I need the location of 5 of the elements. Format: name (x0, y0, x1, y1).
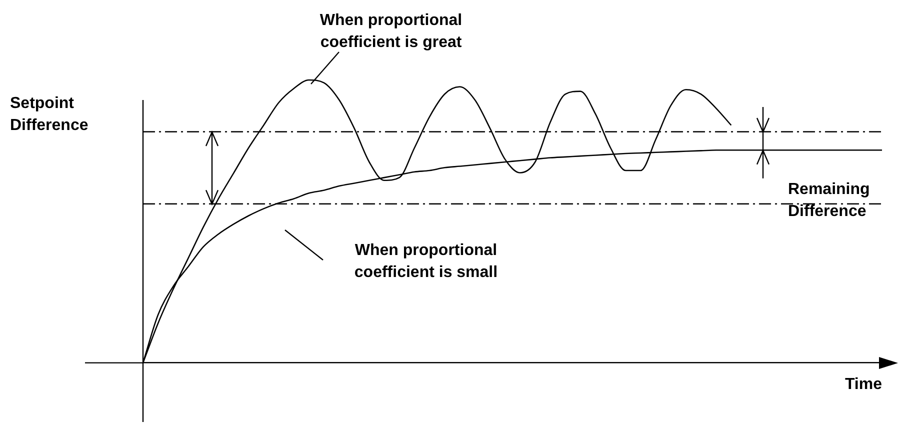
annotation: Remaining Difference (788, 180, 871, 222)
x-axis-title: Time (844, 376, 882, 393)
text: When proportional coefficient is great (318, 11, 464, 53)
text: Setpoint Difference (10, 94, 90, 136)
annotation: When proportional coefficient is small (353, 241, 499, 283)
